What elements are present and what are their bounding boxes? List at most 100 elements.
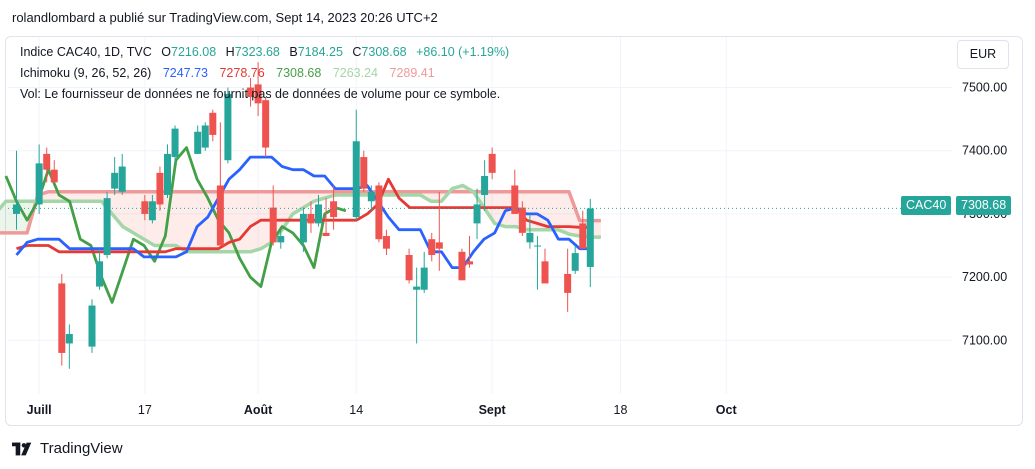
publisher-header: rolandlombard a publié sur TradingView.c… (12, 10, 438, 25)
x-axis-tick-label: 17 (138, 403, 152, 417)
candle-body[interactable] (428, 239, 436, 255)
x-axis-tick-label: Août (244, 403, 273, 417)
candle-body[interactable] (526, 232, 534, 243)
ichimoku-cloud-segment (207, 191, 219, 252)
ichimoku-base-value: 7278.76 (219, 66, 265, 80)
candle-body[interactable] (541, 261, 549, 284)
candle-body[interactable] (35, 163, 43, 205)
symbol-price-badge-value: 7308.68 (956, 196, 1012, 215)
candle-body[interactable] (88, 305, 96, 347)
candle-body[interactable] (352, 141, 360, 218)
candle-body[interactable] (201, 125, 209, 148)
legend-close-key: C (352, 45, 362, 59)
legend-symbol[interactable]: Indice CAC40, 1D, TVC (20, 45, 152, 59)
ichimoku-cloud-segment (90, 191, 102, 202)
x-axis-tick-label: Juill (27, 403, 52, 417)
candle-body[interactable] (277, 236, 285, 243)
tradingview-logo-text: TradingView (40, 440, 123, 457)
candle-body[interactable] (96, 261, 104, 287)
candle-body[interactable] (466, 261, 473, 265)
candle-body[interactable] (194, 131, 202, 154)
candle-body[interactable] (269, 207, 277, 243)
volume-note: Vol: Le fournisseur de données ne fourni… (20, 87, 501, 101)
legend-close-value: 7308.68 (361, 45, 407, 59)
candle-body[interactable] (579, 223, 587, 249)
candle-body[interactable] (247, 87, 255, 98)
candle-body[interactable] (307, 213, 315, 224)
candle-body[interactable] (315, 204, 322, 224)
tradingview-logo[interactable]: TradingView (12, 440, 123, 457)
ichimoku-cloud-segment (80, 191, 91, 202)
candle-body[interactable] (533, 245, 541, 247)
ichimoku-cloud-segment (547, 191, 559, 230)
x-axis-tick-label: 14 (349, 403, 363, 417)
candle-body[interactable] (224, 93, 232, 161)
candle-body[interactable] (254, 84, 262, 104)
candle-body[interactable] (488, 153, 496, 173)
candle-body[interactable] (164, 153, 171, 195)
candle-body[interactable] (209, 112, 217, 135)
ichimoku-label[interactable]: Ichimoku (9, 26, 52, 26) (20, 66, 152, 80)
ichimoku-cloud-segment (186, 191, 198, 252)
legend-volume-row: Vol: Le fournisseur de données ne fourni… (20, 84, 509, 105)
candle-body[interactable] (141, 201, 149, 214)
candle-body[interactable] (65, 333, 73, 344)
ichimoku-conversion-value: 7247.73 (162, 66, 208, 80)
candle-body[interactable] (473, 204, 481, 224)
y-axis-tick-label: 7100.00 (962, 333, 1007, 347)
candle-body[interactable] (156, 172, 164, 205)
currency-button[interactable]: EUR (957, 40, 1009, 69)
candle-body[interactable] (435, 242, 443, 249)
legend-high-key: H (225, 45, 235, 59)
candle-body[interactable] (518, 207, 526, 233)
candle-body[interactable] (111, 172, 119, 189)
ichimoku-lagging-value: 7308.68 (276, 66, 322, 80)
candle-body[interactable] (511, 185, 519, 214)
candle-body[interactable] (571, 253, 579, 271)
candle-body[interactable] (299, 213, 307, 243)
ichimoku-cloud-segment (165, 191, 176, 246)
ichimoku-cloud-segment (239, 191, 251, 252)
legend-open-key: O (161, 45, 171, 59)
candle-body[interactable] (13, 204, 20, 214)
x-axis-tick-label: Sept (479, 403, 507, 417)
ichimoku-span-a-value: 7263.24 (332, 66, 379, 80)
candle-body[interactable] (420, 267, 428, 290)
candle-body[interactable] (367, 191, 375, 202)
candle-body[interactable] (322, 232, 330, 237)
candle-body[interactable] (330, 201, 338, 218)
candle-body[interactable] (375, 185, 383, 240)
candle-body[interactable] (58, 283, 66, 353)
candle-body[interactable] (405, 254, 413, 281)
candle-body[interactable] (360, 157, 368, 189)
candle-body[interactable] (262, 100, 270, 148)
candle-body[interactable] (43, 153, 51, 170)
chart-legend: Indice CAC40, 1D, TVC O7216.08 H7323.68 … (20, 42, 509, 105)
legend-ichimoku-row[interactable]: Ichimoku (9, 26, 52, 26) 7247.73 7278.76… (20, 63, 509, 84)
candle-body[interactable] (171, 128, 179, 158)
legend-low-key: B (289, 45, 298, 59)
candle-body[interactable] (50, 169, 58, 183)
candle-body[interactable] (586, 208, 594, 267)
candle-body[interactable] (148, 201, 156, 221)
candle-body[interactable] (481, 176, 489, 195)
candle-body[interactable] (564, 273, 572, 293)
ichimoku-cloud-segment (69, 191, 81, 202)
candle-body[interactable] (103, 198, 111, 255)
ichimoku-lagging-line (4, 146, 347, 304)
legend-change: +86.10 (+1.19%) (416, 45, 510, 59)
candle-body[interactable] (216, 185, 224, 246)
candle-body[interactable] (118, 166, 126, 192)
candle-body[interactable] (382, 236, 390, 249)
chart-frame (5, 36, 1023, 426)
ichimoku-span-a-line (0, 183, 601, 254)
legend-high-value: 7323.68 (234, 45, 280, 59)
candle-body[interactable] (413, 286, 421, 290)
ichimoku-cloud-segment (175, 191, 187, 252)
legend-symbol-row[interactable]: Indice CAC40, 1D, TVC O7216.08 H7323.68 … (20, 42, 509, 63)
ichimoku-cloud-segment (122, 191, 134, 233)
candle-body[interactable] (458, 251, 466, 281)
ichimoku-conversion-line (15, 155, 591, 269)
x-axis-tick-label: Oct (716, 403, 738, 417)
